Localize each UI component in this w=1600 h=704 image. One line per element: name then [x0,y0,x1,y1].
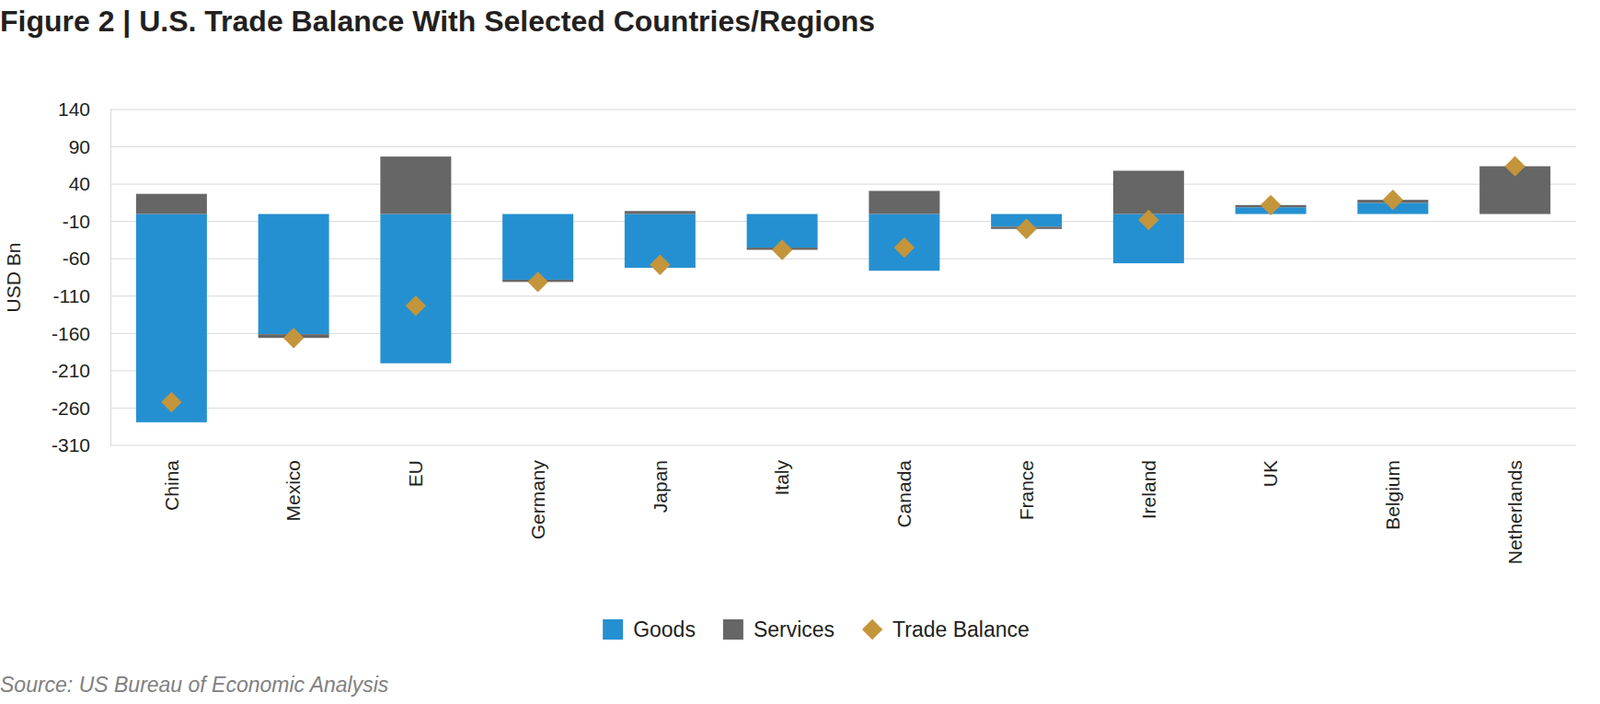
legend-item: Trade Balance [862,617,1030,642]
x-tick-label: UK [1259,460,1281,487]
legend-swatch [602,619,623,640]
source: Source: US Bureau of Economic Analysis [0,672,390,697]
y-axis-line [110,110,112,447]
bar [868,214,940,272]
legend-item: Services [723,617,835,642]
y-tick: -310 [51,434,111,456]
grid-line [110,220,1577,222]
point [1504,155,1525,176]
grid-line [110,445,1577,447]
grid-line [110,407,1577,409]
x-tick: Japan [649,445,671,513]
point-series [161,155,1526,413]
y-tick-label: 40 [69,172,91,195]
grid-line [110,258,1577,260]
bar [1113,171,1185,215]
y-tick-label: -310 [51,434,91,456]
x-tick-label: Belgium [1381,460,1404,530]
grid-line [110,184,1577,185]
legend-swatch [862,619,883,640]
x-tick-label: Ireland [1138,460,1160,519]
x-axis: China Mexico EU Germany Japan Italy Canada Fran… [161,445,1526,565]
grid-line [110,146,1577,148]
point [1015,218,1036,240]
y-tick: -10 [62,210,111,232]
bar [868,190,940,214]
y-tick: -210 [51,359,111,381]
bar [502,214,574,280]
x-tick-label: Italy [771,460,793,496]
y-axis-title: USD Bn [2,242,24,313]
x-tick: EU [404,445,426,487]
x-tick-label: Canada [893,460,915,529]
legend-swatch [723,619,744,640]
point [1382,189,1404,210]
x-tick: China [161,445,183,511]
y-tick-label: -160 [51,322,91,345]
y-tick-label: -60 [62,247,91,269]
x-tick: UK [1259,445,1281,487]
point [1138,209,1159,231]
bar [136,214,208,423]
grid-line [110,295,1577,297]
legend: Goods Services Trade Balance [602,617,1030,642]
plot-area [136,155,1551,422]
x-tick-label: Germany [527,460,549,541]
bar-series [136,156,1551,338]
bar [379,156,451,214]
x-tick-label: Netherlands [1504,460,1526,565]
point [283,327,304,348]
point [649,254,670,276]
bar [136,194,208,215]
y-axis: 140 90 40 -10 -60 -110 -160 -210 -260 -310 [51,98,112,456]
chart: Figure 2 | U.S. Trade Balance With Selec… [0,0,1600,704]
legend-label: Services [753,617,835,642]
y-tick: -160 [51,322,111,345]
y-tick-label: -10 [62,210,91,232]
x-tick: Italy [771,445,793,496]
legend-item: Goods [602,617,696,642]
grid-line [110,109,1577,111]
x-tick: Mexico [282,445,304,522]
point [771,239,793,260]
x-tick: Germany [527,445,549,540]
y-tick: 140 [57,98,111,120]
title: Figure 2 | U.S. Trade Balance With Selec… [0,4,875,38]
x-tick: Ireland [1138,445,1160,519]
bar-series [136,202,1428,422]
x-tick-label: Mexico [282,460,304,522]
y-tick-label: -110 [53,285,91,307]
y-tick: -110 [53,285,111,307]
point [405,295,426,316]
x-tick: Canada [893,445,915,529]
bar [258,214,330,335]
x-tick-label: Japan [649,460,671,513]
legend-label: Goods [633,617,696,642]
y-tick: -260 [51,397,111,419]
point [527,271,548,292]
bar [379,214,451,364]
y-tick: 40 [69,172,111,195]
y-tick: -60 [62,247,111,269]
point [894,237,915,258]
x-tick-label: China [161,460,183,511]
y-tick-label: -260 [51,397,91,419]
grid-line [110,333,1577,334]
grid [110,109,1577,446]
x-tick: Belgium [1381,445,1404,530]
x-tick: Netherlands [1504,445,1526,565]
y-tick: 90 [69,136,111,158]
x-tick-label: EU [404,460,426,487]
x-tick: France [1015,445,1037,520]
point [161,391,182,413]
y-tick-label: 140 [57,98,91,120]
y-tick-label: -210 [51,359,91,381]
legend-label: Trade Balance [892,617,1030,642]
x-tick-label: France [1015,460,1037,520]
point [1260,195,1281,216]
bar [624,210,696,214]
y-tick-label: 90 [69,136,91,158]
grid-line [110,369,1577,371]
